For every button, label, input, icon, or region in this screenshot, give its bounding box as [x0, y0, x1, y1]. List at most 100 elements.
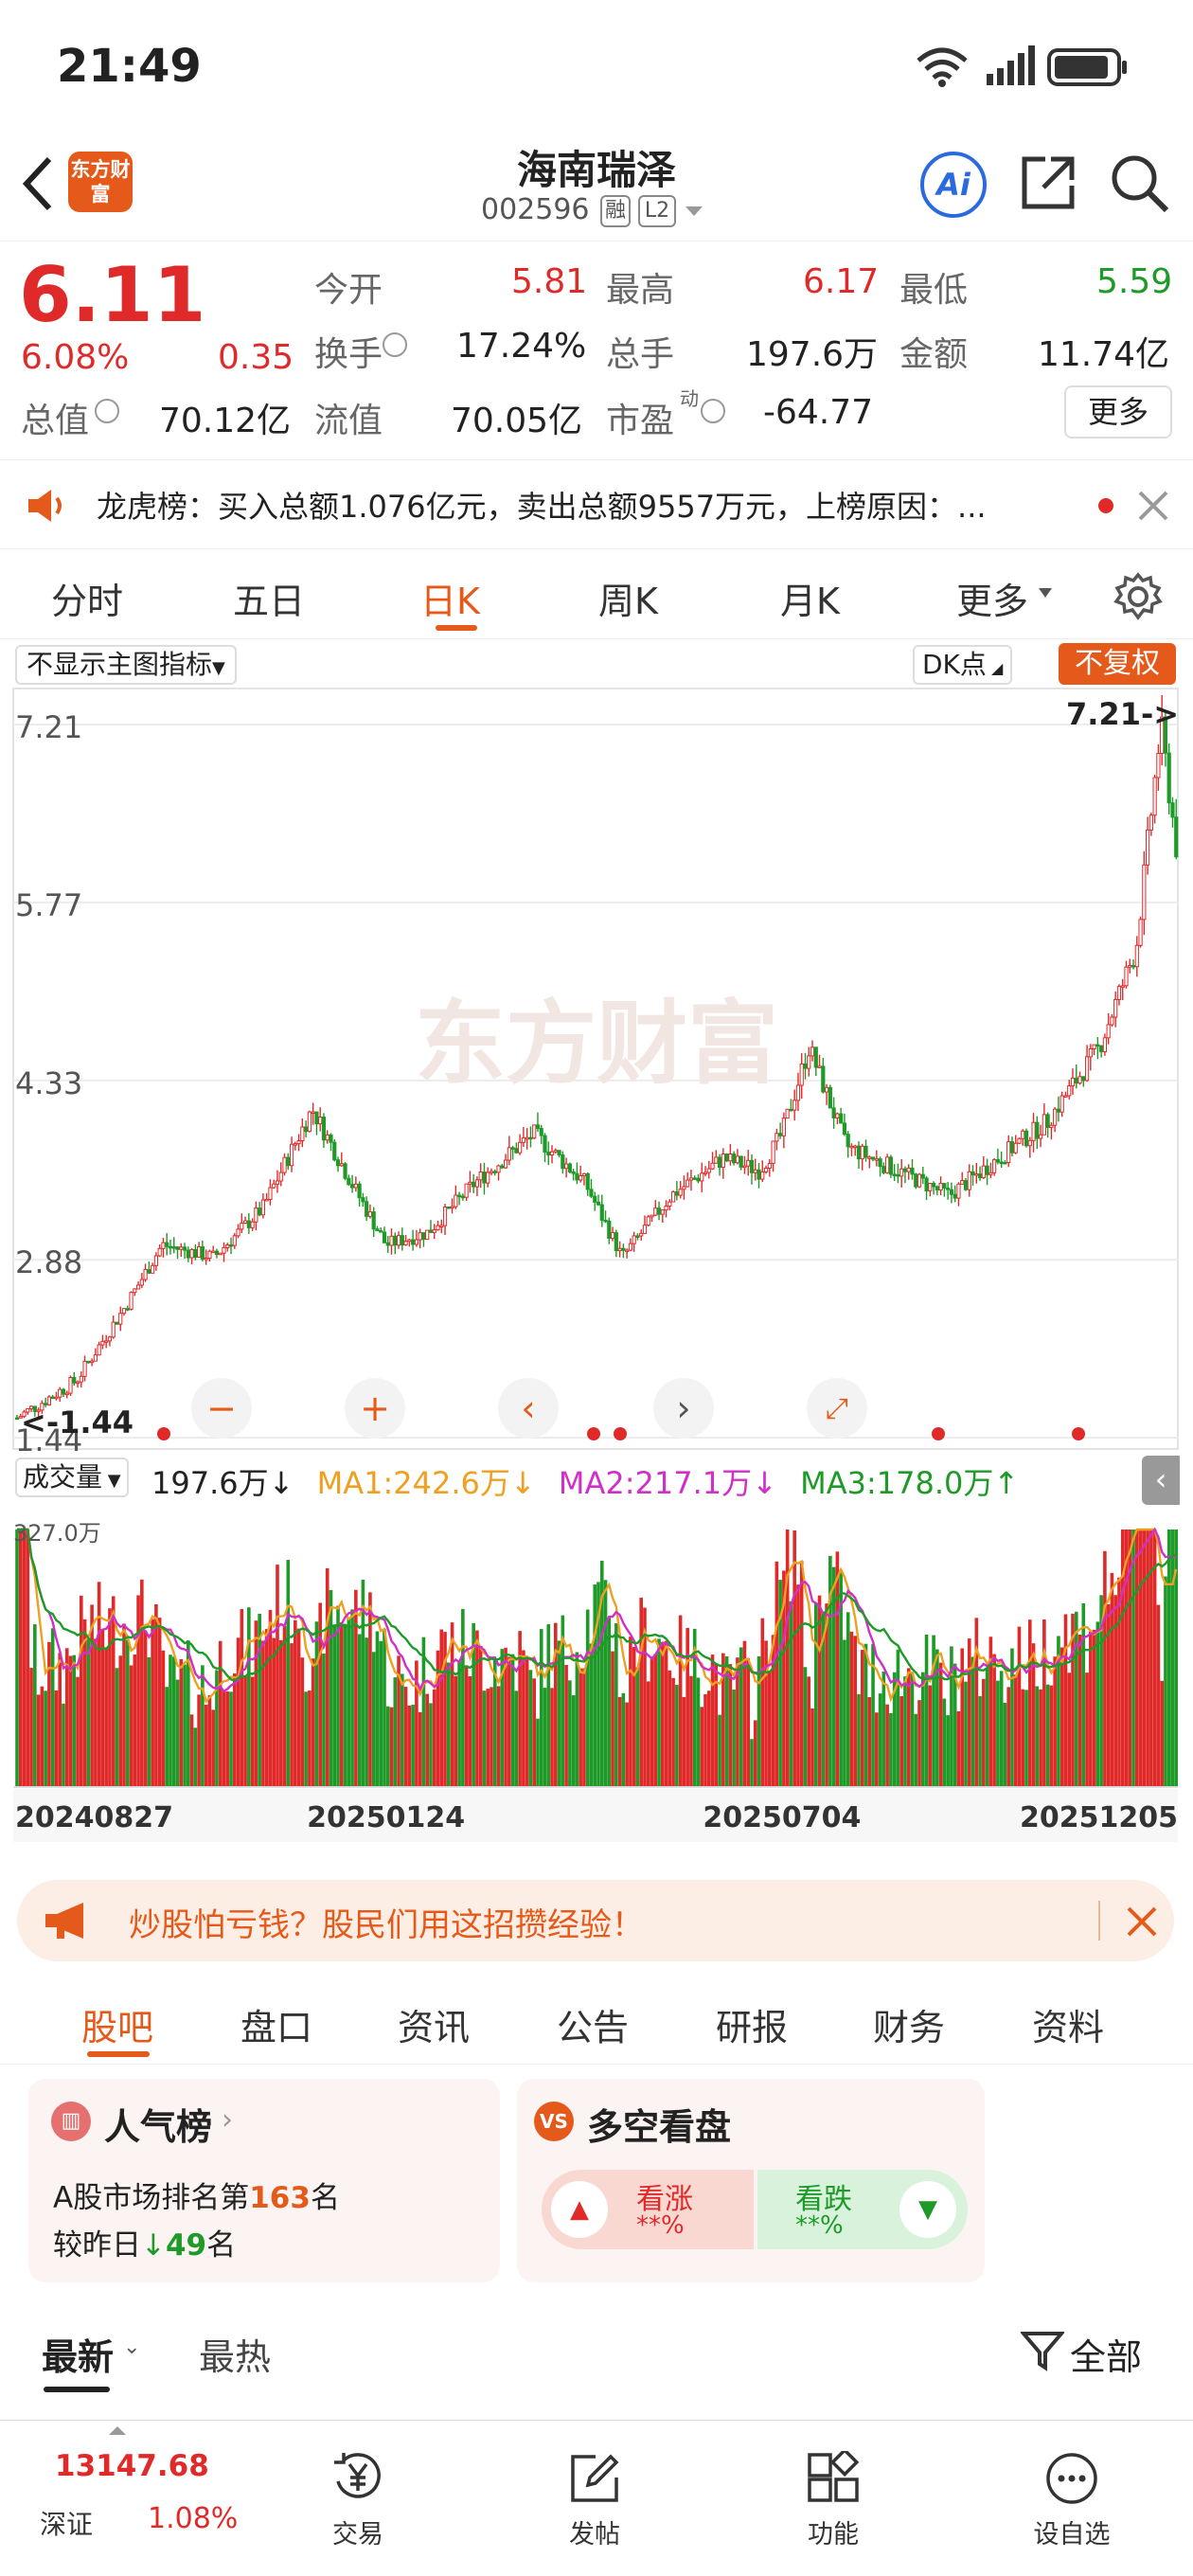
dropdown-triangle-icon[interactable] [684, 205, 704, 218]
more-button[interactable]: 更多 [1064, 385, 1172, 438]
volume-bar [920, 1672, 925, 1787]
tab-financials[interactable]: 财务 [873, 2007, 946, 2048]
volume-bar [339, 1622, 344, 1787]
volume-bar [33, 1624, 37, 1787]
candle-body [593, 1195, 597, 1203]
candle-body [686, 1179, 690, 1188]
volume-indicator-select[interactable]: 成交量 ▼ [15, 1458, 129, 1497]
nav-trade[interactable]: 交易 [301, 2421, 415, 2550]
feed-tab-latest[interactable]: 最新 [42, 2336, 115, 2378]
nav-watchlist[interactable]: 设自选 [1015, 2421, 1129, 2550]
low-label: 最低 [899, 271, 969, 310]
info-icon[interactable] [701, 399, 725, 423]
candle-body [514, 1148, 519, 1154]
volume-bar [187, 1640, 190, 1787]
ad-banner[interactable]: 炒股怕亏钱？股民们用这招攒经验！ [17, 1880, 1174, 1961]
volume-bar [1138, 1530, 1143, 1787]
event-dot[interactable] [157, 1427, 170, 1440]
filter-icon[interactable] [1021, 2330, 1064, 2373]
tab-intraday[interactable]: 分时 [51, 581, 124, 622]
close-icon[interactable] [1125, 1905, 1159, 1939]
event-dot[interactable] [1072, 1427, 1085, 1440]
tab-five-day[interactable]: 五日 [233, 581, 306, 622]
volume-bar [828, 1555, 832, 1787]
tab-monthly-k[interactable]: 月K [780, 581, 840, 622]
volume-bar [147, 1656, 151, 1787]
volume-bar [18, 1530, 23, 1787]
volume-bar [646, 1681, 650, 1787]
popularity-card[interactable]: ▥ 人气榜 › A股市场排名第163名 较昨日↓49名 [28, 2079, 500, 2282]
candle-body [899, 1168, 904, 1177]
search-icon[interactable] [1108, 152, 1170, 214]
volume-bar [1059, 1647, 1064, 1787]
candle-body [1099, 1045, 1104, 1053]
tab-more[interactable]: 更多 [956, 581, 1029, 622]
feed-tab-hot[interactable]: 最热 [199, 2336, 272, 2378]
candle-body [218, 1252, 223, 1256]
tab-forum[interactable]: 股吧 [81, 2007, 154, 2048]
volume-bar [875, 1712, 879, 1787]
nav-post[interactable]: 发帖 [538, 2421, 651, 2550]
index-value[interactable]: 13147.68 [55, 2449, 209, 2483]
volume-bar [599, 1561, 604, 1787]
share-icon[interactable] [1019, 153, 1077, 212]
candle-body [928, 1183, 933, 1191]
status-bar: 21:49 [0, 0, 1193, 133]
candle-body [646, 1216, 650, 1226]
bear-vote-button[interactable]: 看跌 **% ▼ [757, 2170, 968, 2249]
volume-bar [229, 1691, 233, 1787]
candle-body [732, 1154, 737, 1164]
tab-research[interactable]: 研报 [716, 2007, 789, 2048]
info-icon[interactable] [95, 399, 119, 423]
collapse-panel-button[interactable]: ‹ [1142, 1456, 1180, 1505]
candle-body [960, 1180, 965, 1185]
tab-order-book[interactable]: 盘口 [240, 2007, 313, 2048]
info-icon[interactable] [383, 332, 407, 357]
adjust-button[interactable]: 不复权 [1059, 643, 1176, 685]
fullscreen-button[interactable]: ⤢ [807, 1378, 867, 1439]
close-icon[interactable] [1136, 489, 1170, 523]
dropdown-triangle-icon[interactable] [1038, 587, 1053, 599]
bull-vote-button[interactable]: ▲ 看涨 **% [542, 2170, 754, 2249]
zoom-in-button[interactable]: + [345, 1378, 405, 1439]
event-dot[interactable] [614, 1427, 627, 1440]
indicator-select[interactable]: 不显示主图指标▼ [15, 645, 237, 685]
chevron-down-icon[interactable]: ⌄ [123, 2335, 141, 2359]
nav-functions[interactable]: 功能 [776, 2421, 890, 2550]
volume-bar [561, 1615, 565, 1787]
dk-point-button[interactable]: DK点 ◢ [913, 645, 1013, 685]
candle-body [400, 1235, 404, 1246]
back-arrow-icon[interactable] [19, 155, 57, 212]
gear-icon[interactable] [1113, 572, 1163, 621]
volume-bar [639, 1598, 644, 1787]
ai-button[interactable]: Ai [920, 152, 987, 218]
index-name[interactable]: 深证 [40, 2509, 94, 2540]
kline-svg[interactable]: 东方财富 7.215.774.332.881.44 7.21-> <-1.44 … [0, 639, 1193, 1866]
event-dot[interactable] [932, 1427, 945, 1440]
volume-bar [389, 1707, 394, 1787]
pan-right-button[interactable]: › [653, 1378, 714, 1439]
pan-left-button[interactable]: ‹ [498, 1378, 559, 1439]
zoom-out-button[interactable]: − [191, 1378, 252, 1439]
app-logo[interactable]: 东方财富 [68, 152, 133, 212]
volume-bar [853, 1636, 858, 1787]
event-dot[interactable] [587, 1427, 600, 1440]
candle-body [831, 1107, 836, 1118]
battery-icon [1047, 48, 1127, 86]
volume-bar [443, 1632, 447, 1787]
volume-bar [276, 1565, 279, 1787]
feed-filter-all[interactable]: 全部 [1070, 2336, 1143, 2378]
tab-profile[interactable]: 资料 [1032, 2007, 1105, 2048]
tab-daily-k[interactable]: 日K [420, 581, 480, 622]
volume-bar [64, 1648, 69, 1787]
candle-body [1013, 1142, 1018, 1154]
tab-weekly-k[interactable]: 周K [598, 581, 658, 622]
tab-announcements[interactable]: 公告 [557, 2007, 630, 2048]
volume-bar [878, 1693, 882, 1787]
volume-bar [1067, 1673, 1072, 1787]
bull-bear-card[interactable]: VS 多空看盘 ▲ 看涨 **% 看跌 **% ▼ [517, 2079, 985, 2282]
dragon-tiger-notice[interactable]: 龙虎榜：买入总额1.076亿元，卖出总额9557万元，上榜原因：... [0, 459, 1193, 549]
volume-bar [789, 1601, 793, 1787]
tab-news[interactable]: 资讯 [398, 2007, 471, 2048]
index-change[interactable]: 1.08% [148, 2502, 239, 2535]
